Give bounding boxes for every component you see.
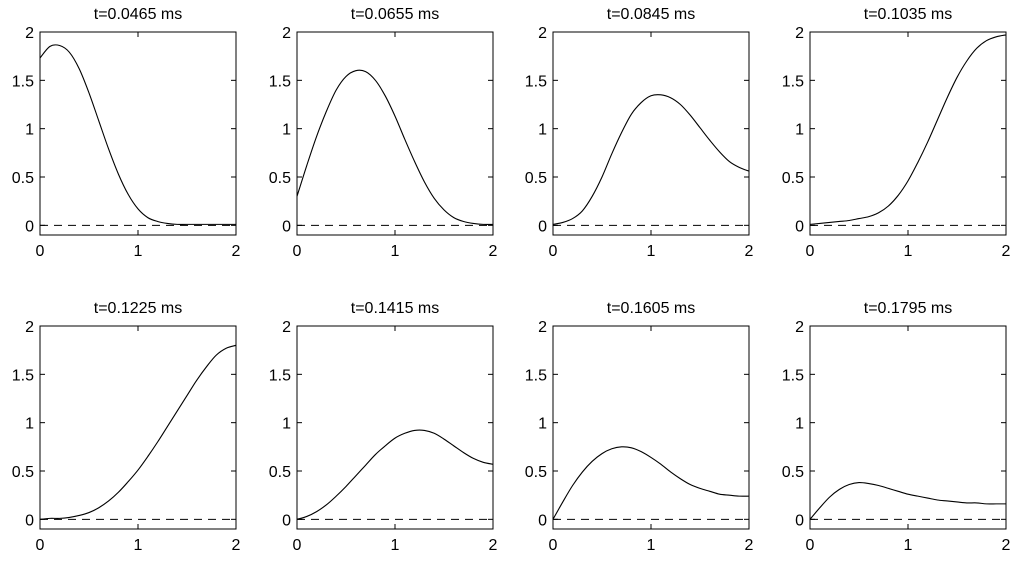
series-line	[39, 344, 237, 520]
panel-title: t=0.1605 ms	[607, 300, 696, 317]
x-tick-label: 1	[134, 537, 143, 554]
y-tick-label: 2	[538, 319, 547, 336]
axes-frame	[809, 325, 1007, 530]
x-tick-label: 1	[391, 537, 400, 554]
y-tick-label: 0	[25, 218, 34, 235]
axes-frame	[809, 31, 1007, 236]
y-tick-label: 2	[25, 25, 34, 42]
x-tick-label: 0	[549, 243, 558, 260]
x-tick-label: 2	[745, 243, 754, 260]
y-tick-label: 1.5	[269, 73, 291, 90]
series-line	[809, 34, 1007, 225]
y-tick-label: 0.5	[782, 464, 804, 481]
x-tick-label: 1	[647, 537, 656, 554]
x-tick-label: 0	[806, 243, 815, 260]
x-tick-label: 2	[489, 243, 498, 260]
y-tick-label: 0	[795, 218, 804, 235]
y-tick-label: 2	[795, 319, 804, 336]
y-tick-label: 1.5	[12, 73, 34, 90]
y-tick-label: 0.5	[525, 464, 547, 481]
panel-1: 0 0.5 1 1.5 2 0 1 2 t=0.0465 ms	[12, 6, 241, 260]
series-line	[552, 446, 750, 520]
panel-8: 0 0.5 1 1.5 2 0 1 2 t=0.1795 ms	[782, 300, 1011, 554]
x-tick-label: 2	[1002, 537, 1011, 554]
axes-frame	[552, 31, 750, 236]
x-tick-label: 1	[134, 243, 143, 260]
y-tick-label: 0	[25, 512, 34, 529]
y-tick-label: 1	[282, 122, 291, 139]
panel-title: t=0.0465 ms	[94, 6, 183, 23]
series-line	[39, 44, 236, 225]
panel-title: t=0.0655 ms	[351, 6, 440, 23]
x-tick-label: 2	[232, 243, 241, 260]
panel-2: 0 0.5 1 1.5 2 0 1 2 t=0.0655 ms	[269, 6, 498, 260]
y-tick-label: 1.5	[12, 367, 34, 384]
panel-title: t=0.1035 ms	[864, 6, 953, 23]
x-tick-label: 2	[489, 537, 498, 554]
y-tick-label: 0.5	[525, 170, 547, 187]
axes-frame	[296, 325, 494, 530]
series-line	[552, 94, 750, 225]
y-tick-label: 1	[795, 122, 804, 139]
y-tick-label: 0.5	[269, 464, 291, 481]
y-tick-label: 1.5	[269, 367, 291, 384]
axes-frame	[552, 325, 750, 530]
y-tick-label: 2	[25, 319, 34, 336]
y-tick-label: 0.5	[269, 170, 291, 187]
y-tick-label: 0	[795, 512, 804, 529]
x-tick-label: 1	[904, 537, 913, 554]
x-tick-label: 1	[391, 243, 400, 260]
series-line	[296, 69, 494, 225]
y-tick-label: 1.5	[782, 73, 804, 90]
y-tick-label: 2	[538, 25, 547, 42]
panel-5: 0 0.5 1 1.5 2 0 1 2 t=0.1225 ms	[12, 300, 241, 554]
x-tick-label: 0	[293, 243, 302, 260]
y-tick-label: 1.5	[525, 367, 547, 384]
axes-frame	[296, 31, 494, 236]
y-tick-label: 1.5	[525, 73, 547, 90]
x-tick-label: 2	[232, 537, 241, 554]
x-tick-label: 2	[745, 537, 754, 554]
series-line	[809, 482, 1006, 520]
axes-frame	[39, 31, 237, 236]
panel-title: t=0.1415 ms	[351, 300, 440, 317]
y-tick-label: 0.5	[782, 170, 804, 187]
panel-3: 0 0.5 1 1.5 2 0 1 2 t=0.0845 ms	[525, 6, 754, 260]
x-tick-label: 0	[549, 537, 558, 554]
y-tick-label: 1	[538, 122, 547, 139]
y-tick-label: 0.5	[12, 464, 34, 481]
y-tick-label: 2	[795, 25, 804, 42]
x-tick-label: 0	[36, 243, 45, 260]
panel-title: t=0.1795 ms	[864, 300, 953, 317]
y-tick-label: 0	[538, 512, 547, 529]
x-tick-label: 0	[293, 537, 302, 554]
panel-4: 0 0.5 1 1.5 2 0 1 2 t=0.1035 ms	[782, 6, 1011, 260]
series-line	[296, 429, 494, 520]
y-tick-label: 1	[795, 416, 804, 433]
panel-title: t=0.1225 ms	[94, 300, 183, 317]
axes-frame	[39, 325, 237, 530]
y-tick-label: 0	[282, 512, 291, 529]
y-tick-label: 0.5	[12, 170, 34, 187]
x-tick-label: 0	[806, 537, 815, 554]
y-tick-label: 1.5	[782, 367, 804, 384]
x-tick-label: 0	[36, 537, 45, 554]
y-tick-label: 1	[282, 416, 291, 433]
y-tick-label: 1	[25, 416, 34, 433]
x-tick-label: 2	[1002, 243, 1011, 260]
y-tick-label: 2	[282, 25, 291, 42]
panel-7: 0 0.5 1 1.5 2 0 1 2 t=0.1605 ms	[525, 300, 754, 554]
x-tick-label: 1	[904, 243, 913, 260]
panel-title: t=0.0845 ms	[607, 6, 696, 23]
panel-6: 0 0.5 1 1.5 2 0 1 2 t=0.1415 ms	[269, 300, 498, 554]
y-tick-label: 2	[282, 319, 291, 336]
x-tick-label: 1	[647, 243, 656, 260]
y-tick-label: 0	[538, 218, 547, 235]
y-tick-label: 0	[282, 218, 291, 235]
y-tick-label: 1	[25, 122, 34, 139]
y-tick-label: 1	[538, 416, 547, 433]
